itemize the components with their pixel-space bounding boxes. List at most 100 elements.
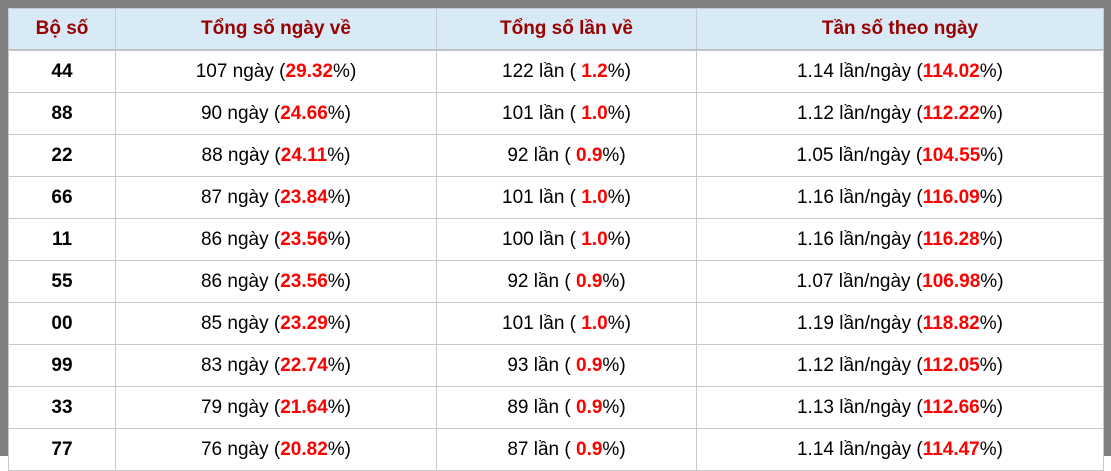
value-text: %) bbox=[607, 186, 631, 208]
value-text: 101 lần ( bbox=[502, 102, 582, 124]
table-row: 66 87 ngày (23.84%) 101 lần ( 1.0%) 1.16… bbox=[8, 176, 1104, 219]
value-text: 101 lần ( bbox=[502, 186, 582, 208]
value-text: %) bbox=[602, 354, 626, 376]
value-highlight: 24.66 bbox=[280, 102, 328, 124]
value-text: 1.16 lần/ngày ( bbox=[796, 228, 923, 250]
value-text: %) bbox=[979, 228, 1003, 250]
value-text: 87 lần ( bbox=[507, 438, 576, 460]
value-text: 93 lần ( bbox=[507, 354, 576, 376]
value-text: 1.14 lần/ngày ( bbox=[796, 438, 923, 460]
value-text: %) bbox=[602, 270, 626, 292]
value-text: 86 ngày ( bbox=[200, 270, 281, 292]
value-highlight: 24.11 bbox=[280, 144, 328, 166]
pair-statistics-table: Bộ số Tổng số ngày về Tổng số lần về Tần… bbox=[8, 8, 1104, 471]
value-text: %) bbox=[979, 354, 1003, 376]
value-text: %) bbox=[979, 396, 1003, 418]
frequency-cell: 1.16 lần/ngày (116.09%) bbox=[696, 176, 1104, 219]
days-cell: 79 ngày (21.64%) bbox=[115, 386, 437, 429]
value-text: 1.05 lần/ngày ( bbox=[796, 144, 923, 166]
days-cell: 85 ngày (23.29%) bbox=[115, 302, 437, 345]
times-cell: 92 lần ( 0.9%) bbox=[436, 134, 697, 177]
value-highlight: 114.47 bbox=[922, 438, 980, 460]
frequency-cell: 1.14 lần/ngày (114.02%) bbox=[696, 49, 1104, 93]
value-highlight: 23.56 bbox=[280, 270, 328, 292]
value-text: %) bbox=[327, 312, 351, 334]
value-text: %) bbox=[607, 102, 631, 124]
header-total-days: Tổng số ngày về bbox=[115, 8, 437, 51]
value-text: %) bbox=[607, 228, 631, 250]
value-text: %) bbox=[327, 438, 351, 460]
value-text: %) bbox=[327, 270, 351, 292]
value-highlight: 106.98 bbox=[922, 270, 981, 292]
pair-value: 11 bbox=[8, 218, 116, 261]
value-text: %) bbox=[602, 144, 626, 166]
value-text: %) bbox=[602, 438, 626, 460]
value-text: 100 lần ( bbox=[502, 228, 582, 250]
value-text: 79 ngày ( bbox=[200, 396, 281, 418]
pair-value: 22 bbox=[8, 134, 116, 177]
value-text: 1.19 lần/ngày ( bbox=[796, 312, 923, 334]
value-text: %) bbox=[327, 228, 351, 250]
value-text: 92 lần ( bbox=[507, 270, 576, 292]
frequency-cell: 1.12 lần/ngày (112.22%) bbox=[696, 92, 1104, 135]
value-highlight: 0.9 bbox=[576, 438, 603, 460]
header-daily-frequency: Tần số theo ngày bbox=[696, 8, 1104, 51]
value-text: %) bbox=[602, 396, 626, 418]
times-cell: 101 lần ( 1.0%) bbox=[436, 176, 697, 219]
pair-value: 99 bbox=[8, 344, 116, 387]
times-cell: 92 lần ( 0.9%) bbox=[436, 260, 697, 303]
value-text: %) bbox=[327, 144, 351, 166]
times-cell: 89 lần ( 0.9%) bbox=[436, 386, 697, 429]
value-highlight: 112.66 bbox=[922, 396, 980, 418]
pair-value: 77 bbox=[8, 428, 116, 471]
frequency-cell: 1.07 lần/ngày (106.98%) bbox=[696, 260, 1104, 303]
times-cell: 101 lần ( 1.0%) bbox=[436, 302, 697, 345]
value-text: 101 lần ( bbox=[502, 312, 582, 334]
value-text: 1.12 lần/ngày ( bbox=[796, 354, 923, 376]
days-cell: 86 ngày (23.56%) bbox=[115, 260, 437, 303]
value-text: %) bbox=[327, 186, 351, 208]
pair-value: 33 bbox=[8, 386, 116, 429]
pair-value: 00 bbox=[8, 302, 116, 345]
pair-value: 66 bbox=[8, 176, 116, 219]
value-highlight: 118.82 bbox=[922, 312, 980, 334]
times-cell: 93 lần ( 0.9%) bbox=[436, 344, 697, 387]
value-text: 89 lần ( bbox=[507, 396, 576, 418]
value-highlight: 1.0 bbox=[581, 312, 608, 334]
value-highlight: 20.82 bbox=[280, 438, 328, 460]
value-highlight: 21.64 bbox=[280, 396, 328, 418]
value-text: %) bbox=[327, 396, 351, 418]
value-text: 122 lần ( bbox=[502, 60, 582, 82]
value-text: 83 ngày ( bbox=[200, 354, 281, 376]
value-text: 76 ngày ( bbox=[200, 438, 281, 460]
value-text: %) bbox=[607, 312, 631, 334]
table-row: 22 88 ngày (24.11%) 92 lần ( 0.9%) 1.05 … bbox=[8, 134, 1104, 177]
table-row: 11 86 ngày (23.56%) 100 lần ( 1.0%) 1.16… bbox=[8, 218, 1104, 261]
header-row: Bộ số Tổng số ngày về Tổng số lần về Tần… bbox=[8, 8, 1104, 51]
table-row: 88 90 ngày (24.66%) 101 lần ( 1.0%) 1.12… bbox=[8, 92, 1104, 135]
value-highlight: 104.55 bbox=[922, 144, 981, 166]
value-highlight: 116.28 bbox=[922, 228, 980, 250]
value-highlight: 1.0 bbox=[581, 228, 608, 250]
frequency-cell: 1.13 lần/ngày (112.66%) bbox=[696, 386, 1104, 429]
value-text: %) bbox=[979, 60, 1003, 82]
value-highlight: 116.09 bbox=[922, 186, 980, 208]
value-text: 90 ngày ( bbox=[200, 102, 281, 124]
value-highlight: 0.9 bbox=[576, 144, 603, 166]
days-cell: 83 ngày (22.74%) bbox=[115, 344, 437, 387]
value-highlight: 23.84 bbox=[280, 186, 328, 208]
frequency-cell: 1.19 lần/ngày (118.82%) bbox=[696, 302, 1104, 345]
header-pair: Bộ số bbox=[8, 8, 116, 51]
value-highlight: 23.29 bbox=[280, 312, 328, 334]
value-text: %) bbox=[979, 312, 1003, 334]
table-row: 44 107 ngày (29.32%) 122 lần ( 1.2%) 1.1… bbox=[8, 49, 1104, 93]
times-cell: 100 lần ( 1.0%) bbox=[436, 218, 697, 261]
value-text: 1.12 lần/ngày ( bbox=[796, 102, 923, 124]
days-cell: 87 ngày (23.84%) bbox=[115, 176, 437, 219]
value-text: %) bbox=[607, 60, 631, 82]
value-text: %) bbox=[979, 438, 1003, 460]
value-text: %) bbox=[327, 354, 351, 376]
value-text: %) bbox=[980, 144, 1004, 166]
value-highlight: 112.05 bbox=[922, 354, 980, 376]
days-cell: 86 ngày (23.56%) bbox=[115, 218, 437, 261]
